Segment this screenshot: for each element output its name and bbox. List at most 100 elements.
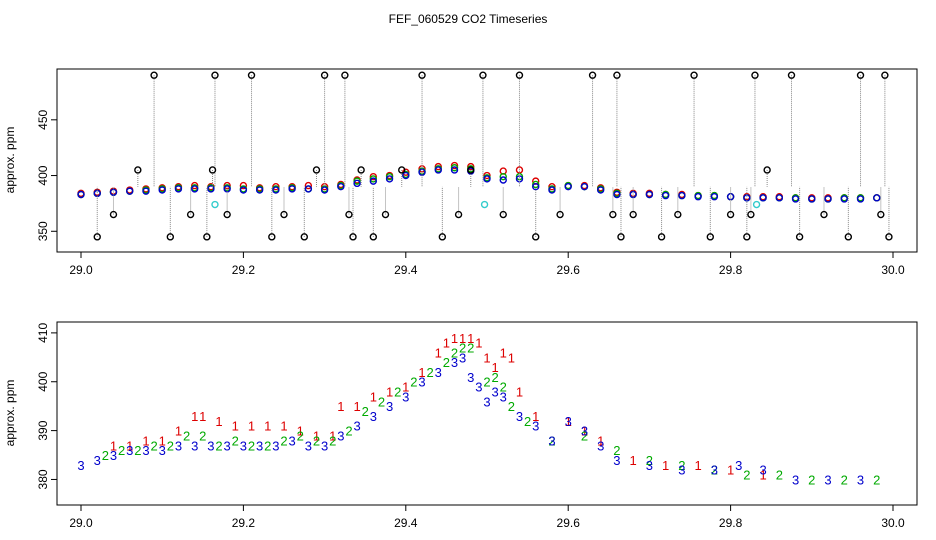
y-tick-label: 350: [36, 221, 50, 241]
point-black: [418, 71, 426, 79]
point-black: [134, 166, 142, 174]
point-label-2: 2: [508, 399, 515, 414]
point-green: [369, 175, 378, 183]
point-label-1: 1: [126, 438, 133, 453]
point-label-1: 1: [142, 433, 149, 448]
point-label-1: 1: [451, 331, 458, 346]
point-label-3: 3: [516, 409, 523, 424]
point-black: [795, 233, 804, 241]
point-label-3: 3: [467, 370, 474, 385]
x-tick-label: 29.0: [69, 263, 93, 277]
x-tick-label: 29.8: [719, 516, 743, 530]
point-label-1: 1: [532, 409, 539, 424]
point-black: [341, 71, 349, 79]
point-red: [548, 182, 556, 191]
point-green: [385, 172, 394, 181]
point-black: [479, 71, 487, 79]
point-label-2: 2: [329, 433, 336, 448]
point-green: [450, 164, 459, 172]
point-label-2: 2: [492, 370, 499, 385]
point-blue: [353, 179, 361, 188]
point-label-3: 3: [353, 419, 360, 434]
point-label-1: 1: [418, 365, 425, 380]
point-black: [320, 71, 329, 79]
point-black: [454, 210, 463, 219]
point-label-2: 2: [776, 468, 783, 483]
y-tick-label: 400: [36, 165, 50, 185]
point-label-3: 3: [159, 443, 166, 458]
point-label-1: 1: [483, 350, 490, 365]
point-label-2: 2: [102, 448, 109, 463]
bottom-plot-frame: [56, 321, 918, 506]
point-green: [532, 180, 540, 189]
point-label-1: 1: [727, 463, 734, 478]
point-label-2: 2: [841, 472, 848, 487]
point-label-2: 2: [873, 472, 880, 487]
point-label-1: 1: [329, 428, 336, 443]
point-label-3: 3: [240, 438, 247, 453]
point-label-2: 2: [427, 365, 434, 380]
point-green: [499, 172, 507, 181]
point-label-2: 2: [378, 394, 385, 409]
point-label-2: 2: [524, 414, 531, 429]
point-black: [109, 210, 118, 219]
point-red: [190, 181, 199, 190]
point-blue: [483, 175, 491, 183]
point-black: [751, 71, 759, 79]
point-blue: [272, 186, 280, 194]
point-label-1: 1: [630, 453, 637, 468]
point-cyan: [211, 200, 219, 209]
point-label-1: 1: [508, 350, 515, 365]
point-black: [203, 233, 211, 241]
point-blue: [791, 195, 800, 203]
point-cyan: [480, 200, 489, 209]
point-label-1: 1: [159, 433, 166, 448]
point-blue: [629, 190, 637, 199]
point-label-1: 1: [215, 414, 222, 429]
point-label-3: 3: [735, 458, 742, 473]
x-tick-label: 29.2: [232, 516, 256, 530]
point-black: [438, 233, 447, 241]
point-label-1: 1: [662, 458, 669, 473]
point-label-1: 1: [516, 385, 523, 400]
point-black: [787, 71, 796, 79]
point-label-1: 1: [435, 345, 442, 360]
point-black: [499, 210, 507, 219]
point-label-1: 1: [500, 345, 507, 360]
point-label-3: 3: [77, 458, 84, 473]
point-blue: [450, 166, 459, 174]
point-blue: [564, 182, 572, 191]
x-tick-label: 29.6: [557, 516, 581, 530]
point-label-1: 1: [695, 458, 702, 473]
point-label-1: 1: [110, 438, 117, 453]
point-label-2: 2: [199, 428, 206, 443]
point-label-3: 3: [678, 463, 685, 478]
point-label-3: 3: [792, 472, 799, 487]
point-black: [629, 210, 637, 219]
point-label-3: 3: [711, 463, 718, 478]
point-blue: [126, 187, 134, 195]
point-blue: [158, 186, 166, 194]
point-blue: [840, 195, 848, 203]
point-label-1: 1: [459, 331, 466, 346]
point-black: [532, 233, 540, 241]
point-label-3: 3: [548, 433, 555, 448]
point-red: [369, 172, 378, 181]
point-label-2: 2: [297, 428, 304, 443]
point-label-1: 1: [402, 380, 409, 395]
point-black: [613, 71, 621, 79]
point-black: [856, 71, 865, 79]
point-blue: [532, 182, 540, 191]
point-label-3: 3: [191, 438, 198, 453]
point-black: [349, 233, 357, 241]
point-blue: [109, 188, 118, 196]
point-label-1: 1: [313, 428, 320, 443]
point-blue: [190, 185, 199, 193]
point-label-2: 2: [313, 433, 320, 448]
point-black: [166, 233, 175, 241]
point-blue: [678, 191, 686, 200]
point-label-1: 1: [475, 336, 482, 351]
point-label-3: 3: [110, 448, 117, 463]
point-blue: [580, 182, 589, 191]
